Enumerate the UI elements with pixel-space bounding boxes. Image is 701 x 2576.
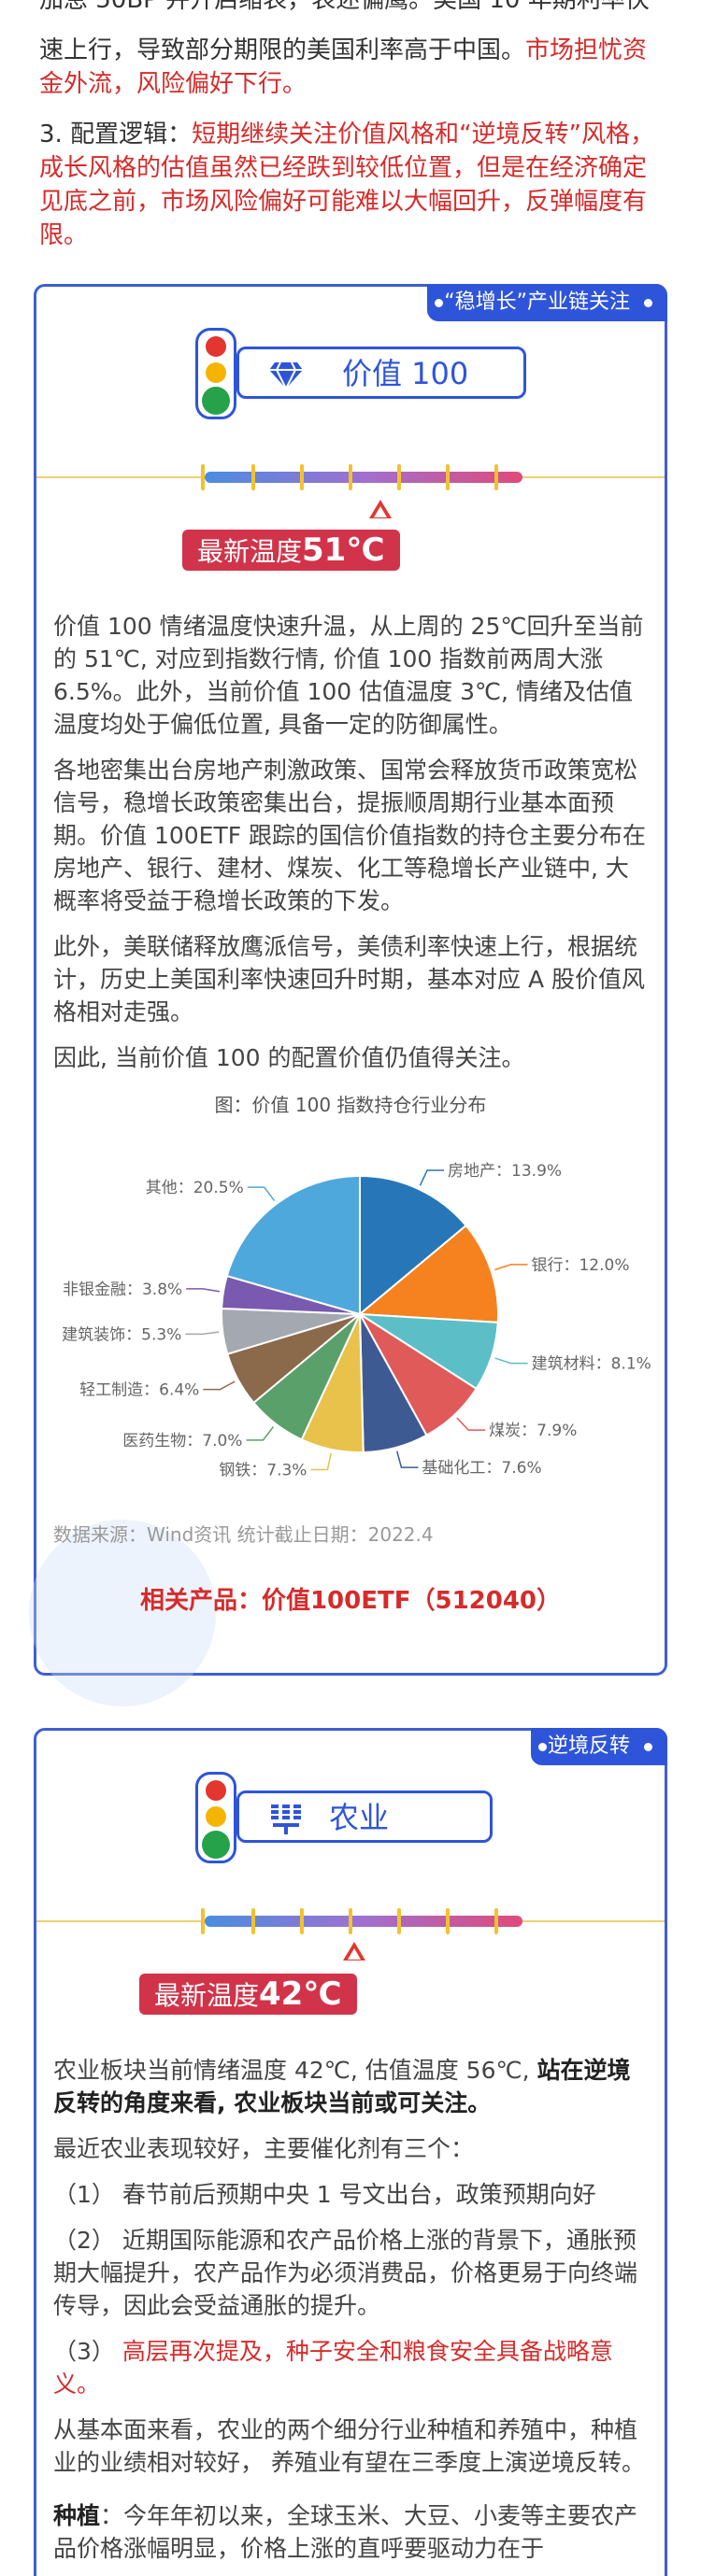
intro-paragraph-1: 速上行，导致部分期限的美国利率高于中国。市场担忧资金外流，风险偏好下行。 — [39, 36, 648, 98]
related-product-link[interactable]: 相关产品：价值100ETF（512040） — [139, 1587, 562, 1615]
pie-leader-line-0 — [419, 1169, 445, 1186]
temperature-scale — [36, 459, 665, 496]
value100-card: “稳增长”产业链关注 价值 100 最新温度51℃ 价值 100 情绪温度快速升… — [29, 284, 667, 1706]
traffic-light-icon — [195, 328, 236, 419]
intro-clipped-line: 加息 50BP 并开启缩表，表述偏鹰。美国 10 年期利率快 — [39, 0, 650, 14]
card1-paragraph-2: 各地密集出台房地产刺激政策、国常会释放货币政策宽松信号，稳增长政策密集出台，提振… — [53, 757, 647, 914]
sector-name: 农业 — [329, 1800, 390, 1835]
card1-paragraph-1: 价值 100 情绪温度快速升温，从上周的 25℃回升至当前的 51℃, 对应到指… — [53, 613, 644, 738]
pie-slice-1 — [357, 1224, 499, 1323]
pie-label-3: 煤炭：7.9% — [489, 1422, 577, 1440]
card2-paragraph-5: （3） 高层再次提及，种子安全和粮食安全具备战略意义。 — [53, 2338, 613, 2398]
pie-leader-line-9 — [186, 1288, 221, 1293]
pie-label-10: 其他：20.5% — [146, 1179, 244, 1197]
pie-label-7: 轻工制造：6.4% — [79, 1381, 199, 1400]
pie-slice-0 — [359, 1174, 468, 1317]
card-tag: “稳增长”产业链关注 — [427, 284, 667, 321]
latest-temperature-badge: 最新温度42℃ — [139, 1974, 357, 2015]
card2-paragraph-4: （2） 近期国际能源和农产品价格上涨的背景下，通胀预期大幅提升，农产品作为必须消… — [53, 2227, 638, 2319]
data-source: 数据来源：Wind资讯 统计截止日期：2022.4 — [53, 1523, 434, 1546]
pie-label-8: 建筑装饰：5.3% — [62, 1325, 181, 1344]
card2-paragraph-6: 从基本面来看，农业的两个细分行业种植和养殖中，种植业的业绩相对较好， 养殖业有望… — [53, 2416, 645, 2476]
card2-paragraph-1: 农业板块当前情绪温度 42℃, 估值温度 56℃, 站在逆境反转的角度来看, 农… — [53, 2057, 631, 2116]
temperature-scale — [36, 1903, 665, 1940]
pie-label-9: 非银金融：3.8% — [63, 1281, 182, 1299]
latest-temperature-badge: 最新温度51℃ — [182, 530, 400, 571]
diamond-icon — [269, 361, 303, 389]
pie-label-1: 银行：12.0% — [531, 1256, 629, 1275]
pie-leader-line-1 — [494, 1264, 528, 1271]
card2-paragraph-3: （1） 春节前后预期中央 1 号文出台，政策预期向好 — [53, 2181, 596, 2208]
pie-label-4: 基础化工：7.6% — [422, 1459, 541, 1478]
chart-title: 图：价值 100 指数持仓行业分布 — [214, 1094, 487, 1116]
pie-label-2: 建筑材料：8.1% — [532, 1355, 651, 1374]
pie-label-0: 房地产：13.9% — [448, 1162, 562, 1181]
sector-name-box: 农业 — [236, 1790, 493, 1843]
card2-paragraph-2: 最近农业表现较好，主要催化剂有三个： — [53, 2135, 475, 2162]
card2-paragraph-7: 种植：今年年初以来，全球玉米、大豆、小麦等主要农产品价格涨幅明显，价格上涨的直呼… — [53, 2502, 638, 2562]
intro-section: 加息 50BP 并开启缩表，表述偏鹰。美国 10 年期利率快 速上行，导致部分期… — [39, 0, 664, 269]
pie-label-6: 医药生物：7.0% — [122, 1432, 242, 1451]
pie-leader-line-4 — [396, 1451, 419, 1468]
card1-paragraph-4: 因此, 当前价值 100 的配置价值仍值得关注。 — [53, 1044, 525, 1071]
pie-leader-line-7 — [203, 1380, 236, 1391]
watermark-logo — [29, 1520, 216, 1706]
pie-leader-line-5 — [310, 1452, 332, 1471]
intro-paragraph-2: 3. 配置逻辑：短期继续关注价值风格和“逆境反转”风格，成长风格的估值虽然已经跌… — [39, 120, 655, 249]
card2-body: 农业板块当前情绪温度 42℃, 估值温度 56℃, 站在逆境反转的角度来看, 农… — [53, 2054, 648, 2576]
pie-leader-line-2 — [494, 1357, 528, 1365]
pie-chart: 房地产：13.9% 银行：12.0% 建筑材料：8.1% 煤炭：7.9% 基础化工：7.… — [62, 1162, 651, 1479]
pie-leader-line-8 — [185, 1331, 220, 1336]
sector-name: 价值 100 — [342, 356, 469, 391]
traffic-light-icon — [195, 1772, 236, 1863]
pie-leader-line-6 — [246, 1426, 275, 1441]
card1-paragraph-3: 此外，美联储释放鹰派信号，美债利率快速上行，根据统计，历史上美国利率快速回升时期… — [53, 933, 645, 1026]
pie-label-5: 钢铁：7.3% — [219, 1461, 307, 1479]
card-tag: 逆境反转 — [530, 1728, 667, 1765]
pie-leader-line-10 — [247, 1186, 276, 1202]
card1-body: 价值 100 情绪温度快速升温，从上周的 25℃回升至当前的 51℃, 对应到指… — [53, 610, 648, 1087]
wheat-icon — [271, 1805, 301, 1834]
agriculture-card: 逆境反转 农业 最新温度42℃ 农业板块当前情绪温度 42℃, 估值温度 56℃… — [34, 1728, 667, 2576]
pie-slice-10 — [225, 1174, 361, 1316]
sector-name-box: 价值 100 — [236, 347, 526, 399]
pie-leader-line-3 — [456, 1417, 486, 1431]
